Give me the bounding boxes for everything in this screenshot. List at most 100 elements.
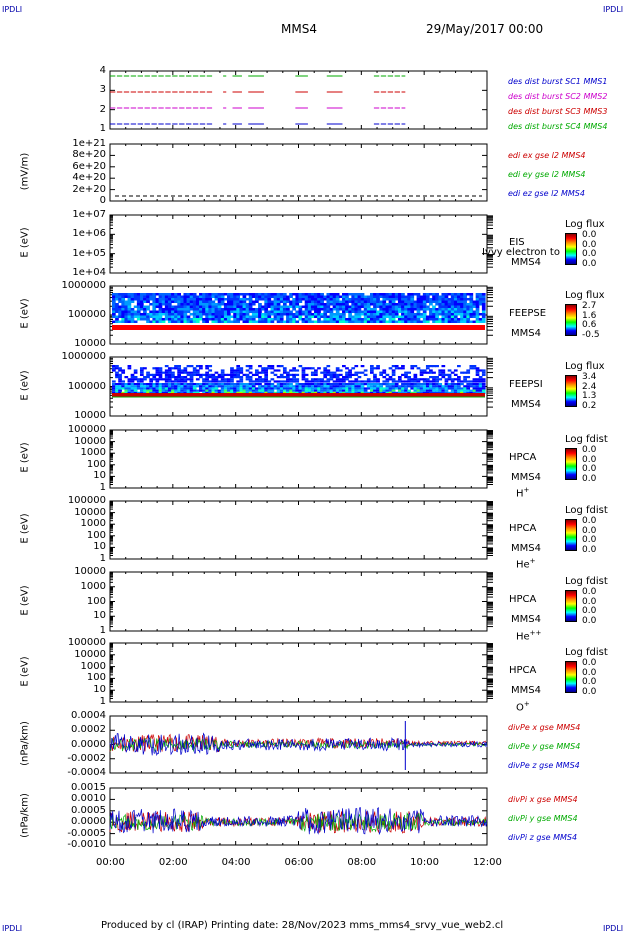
spectrogram-cell xyxy=(304,315,309,318)
spectrogram-cell xyxy=(335,298,340,301)
spectrogram-cell xyxy=(155,303,160,306)
spectrogram-cell xyxy=(373,387,377,390)
spectrogram-cell xyxy=(301,389,306,392)
spectrogram-cell xyxy=(407,315,411,318)
spectrogram-cell xyxy=(410,318,415,321)
spectrogram-cell xyxy=(127,295,132,298)
spectrogram-cell xyxy=(161,371,166,374)
spectrogram-cell xyxy=(404,385,408,388)
spectrogram-cell xyxy=(363,318,368,321)
spectrogram-cell xyxy=(432,378,436,381)
spectrogram-cell xyxy=(189,376,194,379)
y-tick-label: 100 xyxy=(86,529,106,541)
spectrogram-cell xyxy=(447,308,452,311)
spectrogram-cell xyxy=(199,383,203,386)
spectrogram-cell xyxy=(475,367,480,370)
spectrogram-cell xyxy=(310,300,315,303)
legend-entry-divpi: divPi x gse MMS4 xyxy=(508,795,578,804)
spectrogram-cell xyxy=(130,315,135,318)
spectrogram-cell xyxy=(307,293,312,296)
spectrogram-cell xyxy=(214,385,219,388)
spectrogram-cell xyxy=(419,369,424,372)
spectrogram-cell xyxy=(258,380,262,383)
spectrogram-cell xyxy=(220,369,225,372)
spectrogram-cell xyxy=(360,365,365,368)
spectrogram-cell xyxy=(273,300,278,303)
spectrogram-cell xyxy=(363,369,368,372)
spectrogram-cell xyxy=(407,310,411,313)
species-label-hpca_o: O+ xyxy=(516,700,530,714)
panel-frame-hpca_he xyxy=(109,500,488,560)
spectrogram-cell xyxy=(273,303,278,306)
spectrogram-cell xyxy=(422,300,427,303)
spectrogram-cell xyxy=(242,391,247,394)
spectrogram-cell xyxy=(304,300,309,303)
spectrogram-cell xyxy=(332,391,337,394)
spectrogram-cell xyxy=(441,313,446,316)
spectrogram-cell xyxy=(416,320,421,323)
spectrogram-cell xyxy=(167,376,172,379)
spectrogram-cell xyxy=(143,391,147,394)
spectrogram-cell xyxy=(429,380,433,383)
spectrogram-cell xyxy=(466,371,471,374)
colorbar-tick-hpca_o: 0.0 xyxy=(582,658,597,668)
spectrogram-cell xyxy=(369,371,374,374)
spectrogram-cell xyxy=(342,315,346,318)
spectrogram-cell xyxy=(410,391,415,394)
spectrogram-cell xyxy=(432,376,436,379)
spectrogram-cell xyxy=(136,300,141,303)
spectrogram-cell xyxy=(136,305,141,308)
spectrogram-cell xyxy=(152,391,157,394)
colorbar-tick-hpca_hepp: 0.0 xyxy=(582,596,597,607)
spectrogram-cell xyxy=(167,371,172,374)
colorbar-tick-eis: 0.0 xyxy=(582,249,597,259)
spectrogram-cell xyxy=(416,303,421,306)
spectrogram-cell xyxy=(242,310,247,313)
spectrogram-cell xyxy=(310,313,315,316)
spectrogram-cell xyxy=(279,298,284,301)
spectrogram-cell xyxy=(338,300,343,303)
spectrogram-cell xyxy=(332,298,337,301)
spectrogram-cell xyxy=(202,383,206,386)
instrument-name-hpca_h: MMS4 xyxy=(511,471,541,483)
spectrogram-cell xyxy=(407,383,411,386)
spectrogram-cell xyxy=(379,295,384,298)
spectrogram-cell xyxy=(466,305,471,308)
spectrogram-cell xyxy=(236,295,241,298)
spectrogram-cell xyxy=(233,293,237,296)
spectrogram-cell xyxy=(183,308,188,311)
spectrogram-cell xyxy=(273,310,278,313)
y-axis-label-feeps_e: E (eV) xyxy=(19,298,31,329)
spectrogram-cell xyxy=(202,320,206,323)
spectrogram-cell xyxy=(273,313,278,316)
footer-credit: Produced by cl (IRAP) Printing date: 28/… xyxy=(101,920,504,931)
spectrogram-cell xyxy=(171,315,175,318)
spectrogram-cell xyxy=(155,383,160,386)
spectrogram-cell xyxy=(295,389,300,392)
spectrogram-cell xyxy=(211,308,216,311)
spectrogram-cell xyxy=(295,378,300,381)
spectrogram-cell xyxy=(326,378,331,381)
spectrogram-cell xyxy=(236,389,241,392)
spectrogram-cell xyxy=(301,293,306,296)
spectrogram-cell xyxy=(357,303,362,306)
colorbar-hpca_hepp xyxy=(565,590,577,622)
spectrogram-cell xyxy=(174,385,178,388)
spectrogram-cell xyxy=(279,293,284,296)
spectrogram-cell xyxy=(404,295,408,298)
spectrogram-cell xyxy=(301,376,306,379)
spectrogram-cell xyxy=(167,315,172,318)
spectrogram-cell xyxy=(233,383,237,386)
spectrogram-cell xyxy=(317,305,321,308)
spectrogram-cell xyxy=(460,383,464,386)
spectrogram-cell xyxy=(388,293,393,296)
spectrogram-cell xyxy=(391,303,396,306)
spectrogram-cell xyxy=(373,310,377,313)
colorbar-feeps_i xyxy=(565,375,577,407)
spectrogram-cell xyxy=(369,315,374,318)
spectrogram-cell xyxy=(379,310,384,313)
legend-entry-burst: des dist burst SC1 MMS1 xyxy=(508,77,608,86)
spectrogram-cell xyxy=(317,320,321,323)
spectrogram-cell xyxy=(264,308,269,311)
spectrogram-cell xyxy=(413,320,418,323)
